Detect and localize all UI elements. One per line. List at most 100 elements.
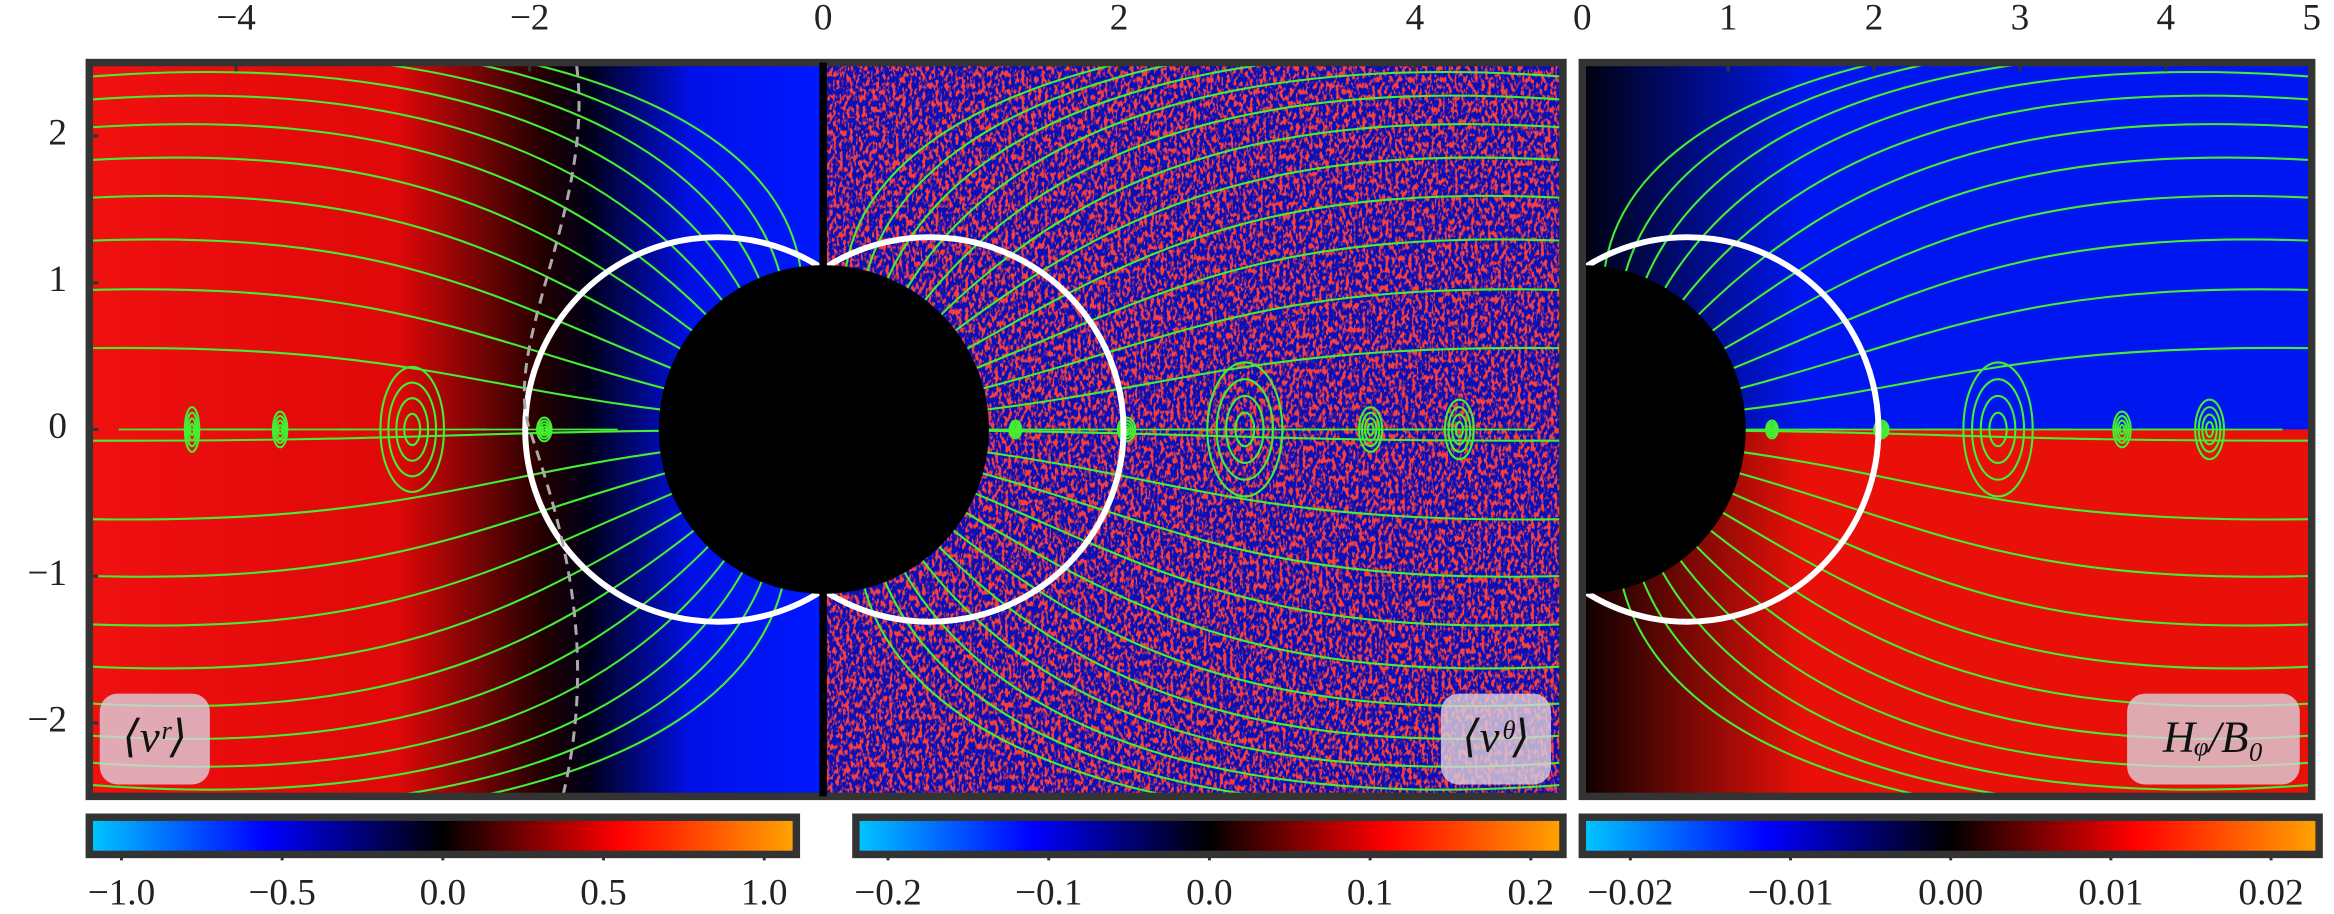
- field-line: [463, 62, 781, 275]
- field-line: [1729, 491, 2312, 627]
- field-line: [89, 450, 664, 521]
- ergosurface: [1582, 234, 1882, 625]
- x-tick-label: 0: [814, 0, 833, 38]
- field-line: [972, 491, 1563, 627]
- field-line: [1730, 238, 2312, 370]
- field-line: [1641, 578, 2022, 797]
- field-line: [1736, 471, 2312, 578]
- label-box: [99, 693, 210, 785]
- field-line: [89, 194, 684, 351]
- label-box: [1440, 693, 1552, 785]
- colorbar-tick-label: 0.2: [1508, 873, 1555, 914]
- colorbar-tick-label: 0.02: [2239, 873, 2304, 914]
- colorbar: [852, 813, 1567, 859]
- field-line: [962, 510, 1563, 670]
- field-line: [1709, 156, 2312, 334]
- field-line: [380, 578, 764, 797]
- colorbar-tick-label: −1.0: [88, 873, 155, 914]
- field-line: [883, 578, 1270, 797]
- field-line: [973, 238, 1563, 370]
- panel: [823, 62, 1563, 797]
- colorbar-tick-label: 0.01: [2078, 873, 2143, 914]
- field-line: [952, 156, 1563, 334]
- field-line: [1680, 94, 2312, 303]
- x-tick-label: 5: [2302, 0, 2321, 38]
- colorbar: [85, 813, 801, 859]
- field-line: [902, 569, 1563, 791]
- x-tick-label: 4: [2156, 0, 2175, 38]
- field-line: [862, 585, 1177, 797]
- y-tick-label: −1: [27, 553, 67, 594]
- x-tick-label: 1: [1719, 0, 1738, 38]
- panel: [89, 62, 824, 797]
- x-tick-label: 2: [1110, 0, 1129, 38]
- field-line: [89, 491, 676, 627]
- panel-label: ⟨vʳ⟩: [123, 712, 188, 762]
- field-line: [1662, 71, 2312, 291]
- field-line: [89, 123, 709, 318]
- y-tick-label: 1: [48, 259, 67, 300]
- field-line: [1621, 585, 1931, 797]
- x-tick-label: −2: [510, 0, 550, 38]
- panel-label: ⟨vᶿ⟩: [1462, 712, 1529, 762]
- colorbar-tick-label: 1.0: [741, 873, 788, 914]
- field-line: [1644, 62, 2042, 282]
- field-line: [1737, 288, 2312, 390]
- ergosurface: [522, 234, 824, 625]
- field-line: [89, 569, 745, 791]
- colorbar-tick-label: 0.00: [1918, 873, 1983, 914]
- field-line: [89, 94, 725, 303]
- colorbar: [1578, 813, 2323, 859]
- field-line: [984, 346, 1563, 411]
- field-line: [89, 288, 668, 390]
- x-tick-label: 3: [2011, 0, 2030, 38]
- field-line: [980, 288, 1563, 390]
- x-tick-label: −4: [216, 0, 256, 38]
- field-line: [938, 123, 1563, 318]
- field-line: [1741, 450, 2312, 521]
- field-line: [885, 62, 1290, 282]
- field-line: [979, 471, 1563, 578]
- field-line: [964, 194, 1563, 351]
- field-line: [89, 156, 695, 334]
- frame: [1578, 58, 2316, 801]
- x-tick-label: 2: [1865, 0, 1884, 38]
- colorbar-tick-label: −0.02: [1587, 873, 1673, 914]
- field-line: [865, 62, 1186, 275]
- black-hole: [823, 265, 989, 594]
- field-line: [89, 471, 668, 578]
- field-line: [89, 510, 685, 670]
- colorbar-tick-label: 0.0: [420, 873, 467, 914]
- field-line: [1721, 194, 2312, 351]
- panel-label: Hᵩ/B₀: [2162, 712, 2264, 762]
- colorbar-tick-label: −0.1: [1015, 873, 1082, 914]
- field-line: [472, 585, 784, 797]
- y-tick-label: 2: [48, 112, 67, 153]
- field-line: [1660, 569, 2312, 791]
- colorbar-tick-label: −0.5: [248, 873, 316, 914]
- colorbar-tick-label: −0.01: [1747, 873, 1833, 914]
- ergosurface: [823, 234, 1127, 625]
- field-line: [1696, 123, 2312, 318]
- field-line: [984, 450, 1563, 521]
- light-surface: [522, 62, 581, 797]
- x-tick-label: 0: [1573, 0, 1592, 38]
- field-line: [904, 71, 1563, 291]
- label-box: [2127, 693, 2300, 785]
- field-line: [922, 94, 1563, 303]
- field-line: [361, 62, 761, 282]
- black-hole: [658, 265, 824, 594]
- colorbar-tick-label: 0.5: [580, 873, 627, 914]
- field-line: [1741, 346, 2312, 411]
- field-line: [89, 71, 743, 291]
- colorbar-tick-label: 0.1: [1347, 873, 1394, 914]
- field-line: [89, 238, 674, 370]
- field-line: [1720, 510, 2312, 670]
- x-tick-label: 4: [1406, 0, 1425, 38]
- colorbar-tick-label: −0.2: [854, 873, 922, 914]
- y-tick-label: 0: [48, 406, 67, 447]
- field-line: [1624, 62, 1940, 275]
- black-hole: [1582, 265, 1746, 594]
